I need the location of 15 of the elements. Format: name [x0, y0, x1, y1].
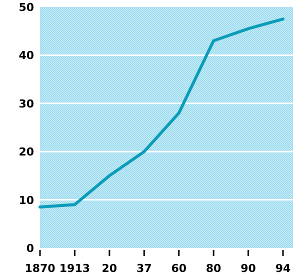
x-tick-label: 1870 [24, 262, 56, 275]
x-tick-label: 60 [171, 262, 187, 275]
x-tick-label: 1913 [59, 262, 90, 275]
y-tick-label: 10 [18, 194, 34, 207]
y-tick-label: 20 [18, 146, 34, 159]
x-tick-label: 80 [206, 262, 222, 275]
x-tick-label: 90 [240, 262, 256, 275]
y-tick-label: 0 [26, 242, 34, 255]
y-tick-label: 30 [18, 97, 34, 110]
y-tick-label: 40 [18, 49, 34, 62]
x-tick-label: 37 [136, 262, 152, 275]
line-series [38, 18, 284, 209]
y-tick-label: 50 [18, 1, 34, 14]
x-tick-label: 20 [102, 262, 118, 275]
x-tick-label: 94 [275, 262, 291, 275]
